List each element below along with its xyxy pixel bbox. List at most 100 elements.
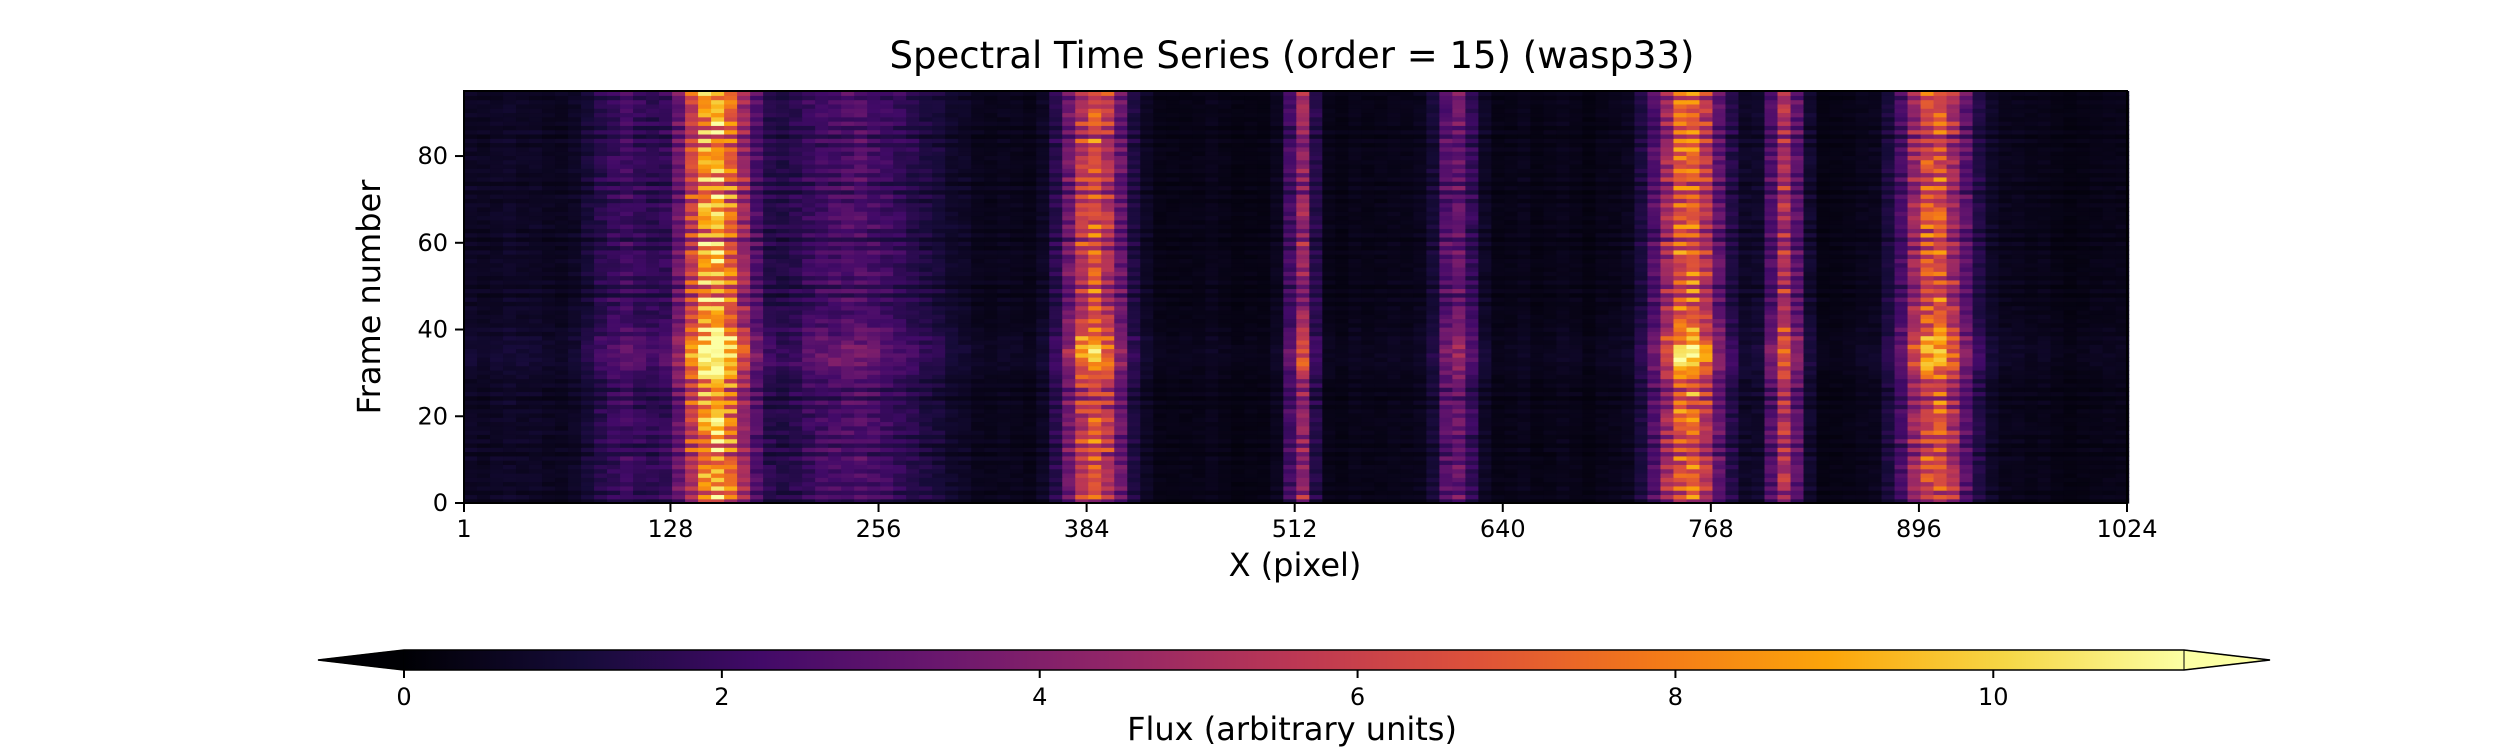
heatmap-cell — [1530, 490, 1544, 496]
heatmap-cell — [1985, 485, 2000, 491]
heatmap-cell — [2024, 400, 2039, 405]
heatmap-cell — [477, 404, 491, 410]
heatmap-cell — [1543, 485, 1558, 491]
heatmap-cell — [1387, 391, 1401, 397]
heatmap-cell — [984, 348, 998, 354]
heatmap-cell — [776, 460, 790, 465]
heatmap-cell — [1478, 357, 1492, 362]
heatmap-cell — [1699, 369, 1714, 375]
heatmap-cell — [1868, 434, 1883, 440]
heatmap-cell — [1647, 400, 1662, 405]
heatmap-cell — [1387, 430, 1401, 435]
heatmap-cell — [1088, 498, 1102, 504]
heatmap-cell — [1023, 335, 1037, 341]
heatmap-cell — [490, 391, 504, 397]
heatmap-cell — [2089, 481, 2104, 487]
heatmap-cell — [984, 460, 998, 465]
heatmap-cell — [815, 374, 829, 380]
heatmap-cell — [1621, 438, 1636, 444]
heatmap-cell — [1114, 421, 1128, 427]
heatmap-cell — [2063, 391, 2078, 397]
heatmap-cell — [1387, 361, 1401, 367]
heatmap-cell — [1959, 421, 1974, 427]
heatmap-cell — [1751, 442, 1766, 448]
heatmap-cell — [1738, 408, 1753, 414]
heatmap-cell — [477, 485, 491, 491]
heatmap-cell — [997, 447, 1011, 453]
heatmap-cell — [1049, 455, 1063, 461]
heatmap-cell — [2115, 494, 2130, 500]
heatmap-cell — [646, 412, 660, 418]
heatmap-cell — [1686, 494, 1701, 500]
heatmap-cell — [1725, 438, 1740, 444]
heatmap-cell — [1010, 369, 1024, 375]
heatmap-cell — [984, 408, 998, 414]
heatmap-cell — [737, 472, 751, 478]
heatmap-cell — [750, 387, 764, 393]
heatmap-cell — [802, 335, 816, 341]
heatmap-cell — [685, 395, 699, 401]
heatmap-cell — [1829, 374, 1844, 380]
heatmap-cell — [1998, 339, 2013, 345]
heatmap-cell — [1725, 472, 1740, 478]
heatmap-cell — [542, 408, 556, 414]
heatmap-cell — [2076, 417, 2091, 423]
heatmap-cell — [1439, 348, 1453, 354]
heatmap-cell — [1998, 369, 2013, 375]
heatmap-cell — [1894, 430, 1909, 435]
heatmap-cell — [1569, 464, 1584, 470]
heatmap-cell — [1881, 361, 1896, 367]
heatmap-cell — [1192, 382, 1206, 388]
heatmap-cell — [1725, 490, 1740, 496]
heatmap-cell — [2063, 404, 2078, 410]
heatmap-cell — [1829, 361, 1844, 367]
heatmap-cell — [1309, 365, 1323, 371]
heatmap-cell — [1400, 425, 1414, 431]
heatmap-cell — [1439, 430, 1453, 435]
heatmap-cell — [1309, 447, 1323, 453]
heatmap-cell — [1335, 391, 1349, 397]
heatmap-cell — [1452, 477, 1466, 483]
heatmap-cell — [1712, 430, 1727, 435]
heatmap-cell — [555, 417, 569, 423]
heatmap-cell — [1699, 357, 1714, 362]
heatmap-cell — [1166, 447, 1180, 453]
heatmap-cell — [1556, 400, 1571, 405]
heatmap-cell — [1738, 442, 1753, 448]
heatmap-cell — [1309, 369, 1323, 375]
heatmap-cell — [1218, 369, 1232, 375]
heatmap-cell — [2089, 391, 2104, 397]
heatmap-cell — [1322, 357, 1336, 362]
heatmap-cell — [2089, 494, 2104, 500]
heatmap-cell — [1907, 400, 1922, 405]
heatmap-cell — [1387, 339, 1401, 345]
heatmap-cell — [1387, 374, 1401, 380]
heatmap-cell — [1322, 438, 1336, 444]
heatmap-cell — [1426, 451, 1440, 457]
heatmap-cell — [1738, 387, 1753, 393]
heatmap-cell — [984, 395, 998, 401]
heatmap-cell — [1296, 434, 1310, 440]
heatmap-cell — [1478, 408, 1492, 414]
heatmap-cell — [1049, 412, 1063, 418]
heatmap-cell — [945, 348, 959, 354]
heatmap-cell — [1829, 391, 1844, 397]
heatmap-cell — [1309, 494, 1323, 500]
heatmap-cell — [932, 498, 946, 504]
heatmap-cell — [1010, 404, 1024, 410]
heatmap-cell — [685, 438, 699, 444]
heatmap-cell — [1985, 400, 2000, 405]
heatmap-cell — [1465, 472, 1479, 478]
heatmap-cell — [880, 442, 894, 448]
heatmap-cell — [1114, 417, 1128, 423]
heatmap-cell — [594, 434, 608, 440]
heatmap-cell — [1582, 400, 1597, 405]
heatmap-cell — [867, 464, 881, 470]
heatmap-cell — [555, 490, 569, 496]
heatmap-cell — [932, 442, 946, 448]
heatmap-cell — [1283, 477, 1297, 483]
heatmap-cell — [763, 335, 777, 341]
heatmap-cell — [2076, 348, 2091, 354]
heatmap-cell — [464, 490, 478, 496]
heatmap-cell — [1439, 425, 1453, 431]
